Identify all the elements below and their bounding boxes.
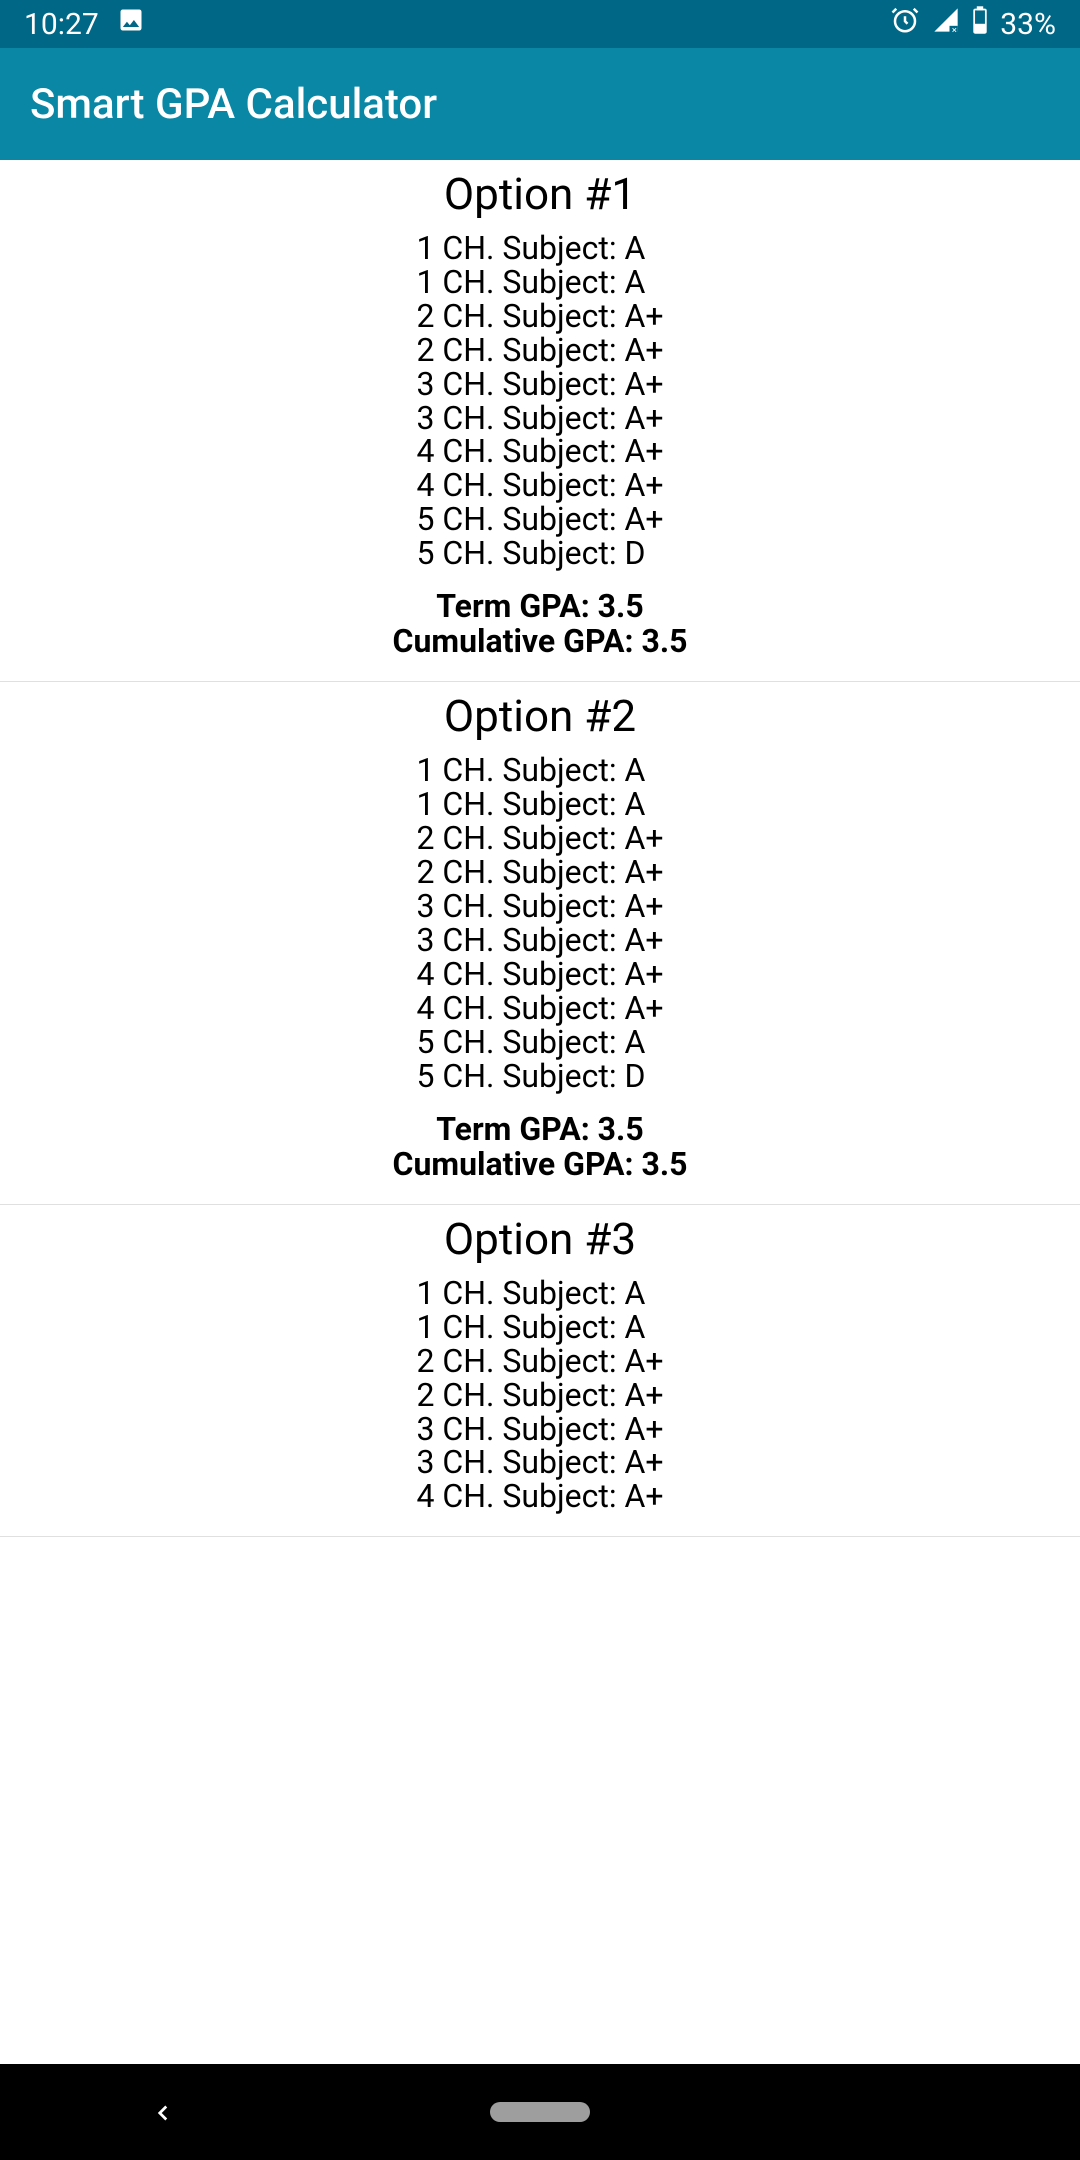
subject-row: 5 CH. Subject: D: [416, 1060, 663, 1094]
status-time: 10:27: [24, 7, 99, 42]
cumulative-gpa: Cumulative GPA: 3.5: [0, 1147, 1080, 1182]
subjects-list: 1 CH. Subject: A 1 CH. Subject: A 2 CH. …: [416, 754, 663, 1093]
subject-row: 3 CH. Subject: A+: [416, 1413, 663, 1447]
battery-text: 33%: [1000, 7, 1056, 42]
subject-row: 4 CH. Subject: A+: [416, 435, 663, 469]
subject-row: 1 CH. Subject: A: [416, 788, 663, 822]
app-title: Smart GPA Calculator: [30, 80, 437, 129]
alarm-icon: [890, 5, 920, 43]
subject-row: 4 CH. Subject: A+: [416, 958, 663, 992]
subject-row: 3 CH. Subject: A+: [416, 890, 663, 924]
subject-row: 5 CH. Subject: A+: [416, 503, 663, 537]
subject-row: 1 CH. Subject: A: [416, 1277, 663, 1311]
subject-row: 3 CH. Subject: A+: [416, 924, 663, 958]
battery-icon: [972, 6, 988, 42]
image-icon: [117, 6, 145, 42]
subjects-list: 1 CH. Subject: A 1 CH. Subject: A 2 CH. …: [416, 232, 663, 571]
subject-row: 4 CH. Subject: A+: [416, 992, 663, 1026]
status-right: × 33%: [890, 5, 1056, 43]
home-pill[interactable]: [490, 2102, 590, 2122]
subject-row: 1 CH. Subject: A: [416, 754, 663, 788]
subject-row: 5 CH. Subject: A: [416, 1026, 663, 1060]
app-bar: Smart GPA Calculator: [0, 48, 1080, 160]
subject-row: 2 CH. Subject: A+: [416, 822, 663, 856]
subject-row: 5 CH. Subject: D: [416, 537, 663, 571]
navigation-bar: [0, 2064, 1080, 2160]
subject-row: 2 CH. Subject: A+: [416, 1379, 663, 1413]
cumulative-gpa: Cumulative GPA: 3.5: [0, 624, 1080, 659]
option-title: Option #2: [0, 690, 1080, 742]
subject-row: 1 CH. Subject: A: [416, 1311, 663, 1345]
option-block[interactable]: Option #3 1 CH. Subject: A 1 CH. Subject…: [0, 1205, 1080, 1537]
subject-row: 2 CH. Subject: A+: [416, 1345, 663, 1379]
subject-row: 2 CH. Subject: A+: [416, 300, 663, 334]
status-bar: 10:27 × 33%: [0, 0, 1080, 48]
subject-row: 4 CH. Subject: A+: [416, 1480, 663, 1514]
subject-row: 2 CH. Subject: A+: [416, 334, 663, 368]
option-block[interactable]: Option #1 1 CH. Subject: A 1 CH. Subject…: [0, 160, 1080, 682]
option-title: Option #3: [0, 1213, 1080, 1265]
subject-row: 3 CH. Subject: A+: [416, 368, 663, 402]
content-scroll[interactable]: Option #1 1 CH. Subject: A 1 CH. Subject…: [0, 160, 1080, 2064]
subject-row: 3 CH. Subject: A+: [416, 402, 663, 436]
option-block[interactable]: Option #2 1 CH. Subject: A 1 CH. Subject…: [0, 682, 1080, 1204]
subject-row: 4 CH. Subject: A+: [416, 469, 663, 503]
subject-row: 1 CH. Subject: A: [416, 266, 663, 300]
subject-row: 3 CH. Subject: A+: [416, 1446, 663, 1480]
term-gpa: Term GPA: 3.5: [0, 589, 1080, 624]
subjects-list: 1 CH. Subject: A 1 CH. Subject: A 2 CH. …: [416, 1277, 663, 1514]
status-left: 10:27: [24, 6, 145, 42]
subject-row: 1 CH. Subject: A: [416, 232, 663, 266]
subject-row: 2 CH. Subject: A+: [416, 856, 663, 890]
signal-icon: ×: [932, 6, 960, 42]
gpa-block: Term GPA: 3.5 Cumulative GPA: 3.5: [0, 1112, 1080, 1182]
term-gpa: Term GPA: 3.5: [0, 1112, 1080, 1147]
svg-text:×: ×: [952, 25, 957, 34]
back-icon[interactable]: [150, 2089, 176, 2136]
gpa-block: Term GPA: 3.5 Cumulative GPA: 3.5: [0, 589, 1080, 659]
option-title: Option #1: [0, 168, 1080, 220]
